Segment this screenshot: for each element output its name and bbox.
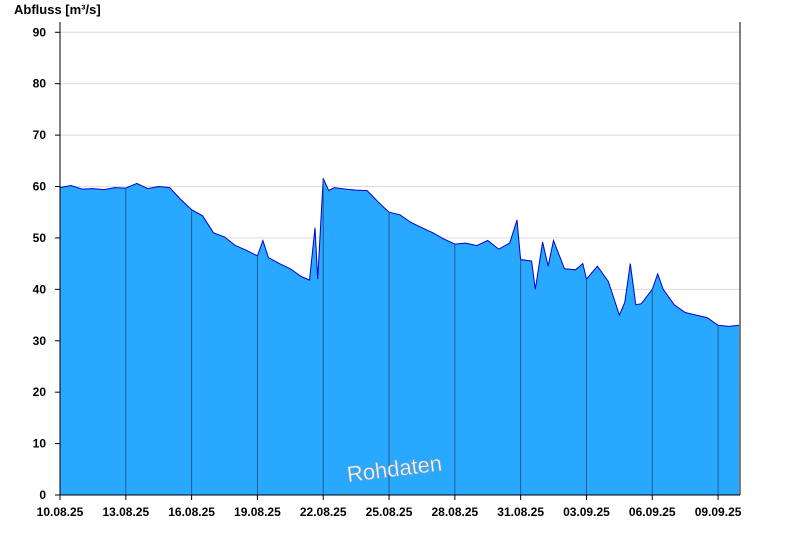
- x-tick-label: 13.08.25: [102, 505, 149, 519]
- series-line: [59, 178, 740, 327]
- x-tick-label: 06.09.25: [629, 505, 676, 519]
- x-tick-label: 09.09.25: [695, 505, 742, 519]
- x-tick-label: 16.08.25: [168, 505, 215, 519]
- x-tick-label: 19.08.25: [234, 505, 281, 519]
- x-tick-label: 03.09.25: [563, 505, 610, 519]
- x-tick-label: 28.08.25: [431, 505, 478, 519]
- y-tick-label: 80: [33, 77, 47, 91]
- y-tick-label: 60: [33, 180, 47, 194]
- x-tick-labels: 10.08.25 13.08.25 16.08.25 19.08.25 22.08.25…: [37, 505, 742, 519]
- y-tick-label: 70: [33, 128, 47, 142]
- y-tick-label: 90: [33, 25, 47, 39]
- y-tick-label: 20: [33, 385, 47, 399]
- x-tick-label: 22.08.25: [300, 505, 347, 519]
- y-tick-label: 40: [33, 282, 47, 296]
- date-dividers: [125, 178, 719, 495]
- y-tick-label: 30: [33, 334, 47, 348]
- x-tick-label: 10.08.25: [37, 505, 84, 519]
- x-tick-label: 31.08.25: [497, 505, 544, 519]
- y-tick-labels: 0 10 20 30 40 50 60 70 80 90: [33, 25, 47, 502]
- x-tick-label: 25.08.25: [366, 505, 413, 519]
- y-tick-label: 10: [33, 437, 47, 451]
- y-tick-label: 0: [39, 488, 46, 502]
- y-axis-label: Abfluss [m³/s]: [14, 2, 101, 17]
- area-fill: [60, 178, 740, 496]
- y-tick-label: 50: [33, 231, 47, 245]
- axes: [55, 22, 741, 500]
- discharge-area: [59, 178, 740, 496]
